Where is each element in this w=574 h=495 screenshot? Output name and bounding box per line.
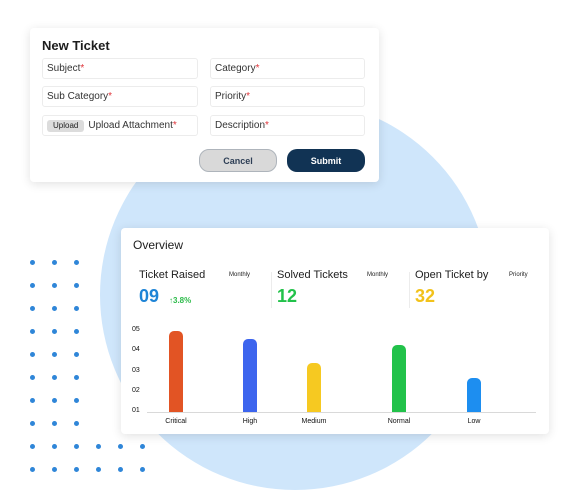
decor-dot [30,306,35,311]
y-tick-label: 01 [132,407,140,414]
overview-title: Overview [133,238,184,252]
required-mark: * [80,63,85,74]
bar-high [243,339,257,412]
new-ticket-card: New Ticket Subject * Category * Sub Catego… [30,28,379,182]
open-ticket-value: 32 [415,286,436,306]
bar-medium [307,363,321,412]
category-label: Category [215,63,256,74]
decor-dot [96,444,101,449]
cancel-button[interactable]: Cancel [199,149,277,172]
required-mark: * [172,120,177,131]
decor-dot [140,444,145,449]
stat-divider [271,272,272,308]
decor-dot [74,444,79,449]
decor-dot [30,283,35,288]
open-ticket-period: Priority [509,272,528,278]
decor-dot [52,398,57,403]
decor-dot [118,444,123,449]
ticket-raised-period: Monthly [229,272,251,278]
decor-dot [30,375,35,380]
decor-dot [52,467,57,472]
decor-dot [74,421,79,426]
ticket-raised-label: Ticket Raised [139,269,206,281]
decor-dot [118,467,123,472]
stat-divider [409,272,410,308]
subject-field[interactable]: Subject * [42,58,198,79]
decor-dot [52,329,57,334]
x-tick-label: Low [467,418,481,425]
dot-grid-decoration [30,260,160,480]
decor-dot [30,398,35,403]
sub-category-field[interactable]: Sub Category * [42,86,198,107]
ticket-raised-change: ↑3.8% [169,296,192,305]
overview-card: Overview Ticket Raised Monthly 09 ↑3.8% … [121,228,549,434]
priority-field[interactable]: Priority * [210,86,365,107]
ticket-raised-value: 09 [139,286,160,306]
sub-category-label: Sub Category [47,91,109,102]
decor-dot [52,421,57,426]
chart-x-axis [147,412,536,413]
decor-dot [52,283,57,288]
decor-dot [140,467,145,472]
open-ticket-label: Open Ticket by [415,269,489,281]
decor-dot [30,421,35,426]
decor-dot [74,398,79,403]
decor-dot [30,444,35,449]
decor-dot [30,329,35,334]
decor-dot [74,352,79,357]
new-ticket-title: New Ticket [42,38,110,53]
decor-dot [52,444,57,449]
solved-tickets-period: Monthly [367,272,389,278]
decor-dot [74,329,79,334]
x-tick-label: Medium [301,418,327,425]
decor-dot [74,283,79,288]
description-field[interactable]: Description * [210,115,365,136]
priority-label: Priority [215,91,247,102]
x-tick-label: Critical [165,418,187,425]
required-mark: * [246,91,251,102]
decor-dot [30,260,35,265]
decor-dot [74,467,79,472]
decor-dot [52,352,57,357]
description-label: Description [215,120,266,131]
y-tick-label: 03 [132,366,140,374]
decor-dot [74,375,79,380]
upload-attachment-field[interactable]: Upload Upload Attachment * [42,115,198,136]
decor-dot [52,260,57,265]
y-tick-label: 02 [132,386,140,394]
decor-dot [74,306,79,311]
decor-dot [30,467,35,472]
upload-attachment-label: Upload Attachment [88,120,173,131]
x-tick-label: Normal [387,418,411,425]
required-mark: * [255,63,260,74]
y-tick-label: 05 [132,326,140,333]
solved-tickets-value: 12 [277,286,298,306]
decor-dot [96,467,101,472]
bar-low [467,377,481,412]
decor-dot [74,260,79,265]
y-tick-label: 04 [132,346,140,354]
subject-label: Subject [47,63,81,74]
upload-button[interactable]: Upload [47,119,85,132]
bar-normal [392,345,406,412]
required-mark: * [265,120,269,131]
submit-button[interactable]: Submit [287,149,365,172]
solved-tickets-label: Solved Tickets [277,269,348,281]
decor-dot [30,352,35,357]
required-mark: * [108,91,113,102]
decor-dot [52,375,57,380]
category-field[interactable]: Category * [210,58,365,79]
bar-critical [169,331,183,412]
decor-dot [52,306,57,311]
x-tick-label: High [242,418,258,425]
